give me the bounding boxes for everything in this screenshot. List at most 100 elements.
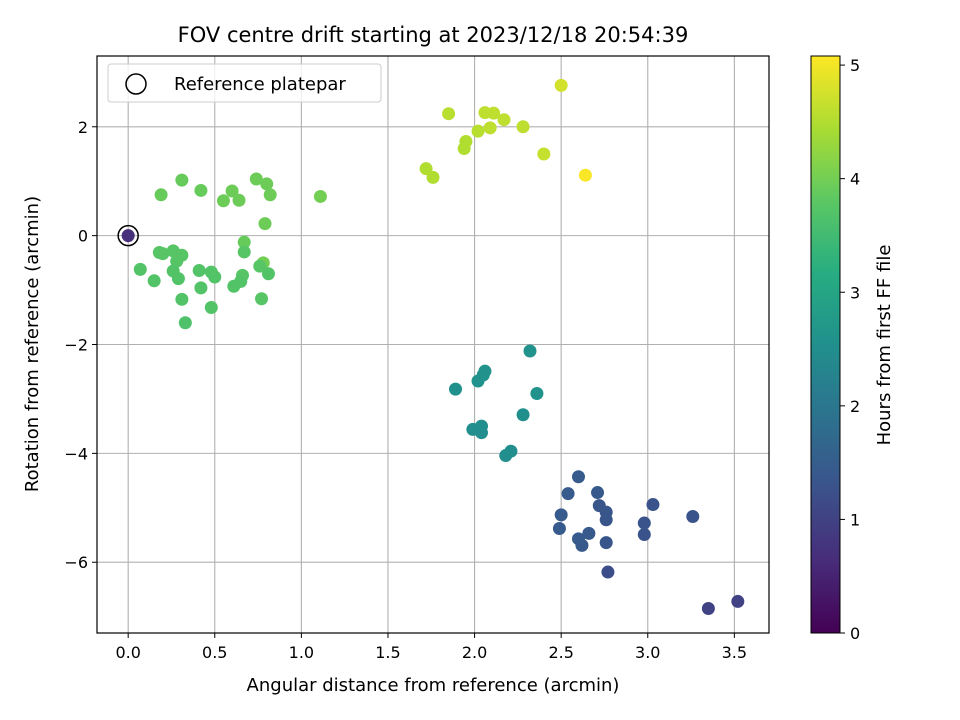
legend-label: Reference platepar [174, 74, 346, 95]
data-point [178, 316, 192, 330]
y-tick-label: −2 [64, 336, 88, 355]
colorbar-tick-label: 5 [850, 56, 860, 75]
data-point [483, 121, 497, 135]
data-point [637, 516, 651, 530]
data-point [175, 173, 189, 187]
data-point [249, 172, 263, 186]
data-point [263, 188, 277, 202]
y-tick-label: 0 [78, 227, 88, 246]
data-point [171, 272, 185, 286]
data-point [232, 193, 246, 207]
x-tick-label: 0.0 [115, 643, 140, 662]
data-point [516, 408, 530, 422]
data-point [554, 78, 568, 92]
legend: Reference platepar [107, 63, 382, 103]
data-point [121, 229, 135, 243]
data-point [592, 499, 606, 513]
data-point [601, 565, 615, 579]
data-point [216, 194, 230, 208]
data-point [731, 594, 745, 608]
data-point [571, 470, 585, 484]
data-point [637, 527, 651, 541]
data-point [552, 521, 566, 535]
data-point [313, 189, 327, 203]
x-tick-label: 3.5 [722, 643, 747, 662]
x-tick-label: 2.5 [548, 643, 573, 662]
data-point [537, 147, 551, 161]
data-point [419, 162, 433, 176]
data-point [258, 217, 272, 231]
colorbar-tick-label: 2 [850, 397, 860, 416]
y-axis-label: Rotation from reference (arcmin) [22, 196, 43, 492]
data-point [516, 120, 530, 134]
data-point [154, 188, 168, 202]
data-point [571, 532, 585, 546]
data-point [591, 486, 605, 500]
data-point [260, 177, 274, 191]
data-point [499, 449, 513, 463]
y-tick-label: 2 [78, 118, 88, 137]
data-points [121, 78, 745, 616]
data-point [578, 168, 592, 182]
data-point [156, 247, 170, 261]
data-point [133, 262, 147, 276]
reference-marker [117, 224, 139, 247]
data-point [227, 279, 241, 293]
colorbar-tick-label: 1 [850, 510, 860, 529]
data-point [426, 170, 440, 184]
data-point [237, 235, 251, 249]
data-point [599, 536, 613, 550]
data-point [261, 267, 275, 281]
x-tick-label: 3.0 [635, 643, 660, 662]
data-point [497, 113, 511, 127]
y-axis-ticks: −6 −4 −2 0 2 [64, 118, 97, 572]
chart-title: FOV centre drift starting at 2023/12/18 … [178, 23, 689, 47]
data-point [646, 498, 660, 512]
x-tick-label: 1.0 [289, 643, 314, 662]
data-point [442, 107, 456, 121]
data-point [582, 526, 596, 540]
colorbar-tick-label: 4 [850, 170, 860, 189]
data-point [225, 184, 239, 198]
colorbar-ticks: 0 1 2 3 4 5 [840, 56, 860, 643]
reference-platepar-marker [117, 224, 139, 247]
data-point [170, 254, 184, 268]
data-point [449, 382, 463, 396]
data-point [466, 422, 480, 436]
data-point [523, 344, 537, 358]
data-point [147, 274, 161, 288]
data-point [253, 259, 267, 273]
data-point [194, 281, 208, 295]
legend-marker [125, 73, 147, 95]
data-point [554, 508, 568, 522]
data-point [175, 292, 189, 306]
data-point [194, 183, 208, 197]
x-axis-ticks: 0.0 0.5 1.0 1.5 2.0 2.5 3.0 3.5 [115, 633, 747, 662]
colorbar-label: Hours from first FF file [874, 245, 895, 446]
data-point [530, 386, 544, 400]
data-point [561, 487, 575, 501]
colorbar-tick-label: 0 [850, 624, 860, 643]
data-point [686, 510, 700, 524]
x-tick-label: 0.5 [202, 643, 227, 662]
colorbar-gradient [810, 55, 841, 634]
y-tick-label: −4 [64, 444, 88, 463]
data-point [204, 300, 218, 314]
data-point [192, 263, 206, 277]
data-point [701, 602, 715, 616]
data-point [208, 270, 222, 284]
x-tick-label: 2.0 [462, 643, 487, 662]
x-tick-label: 1.5 [375, 643, 400, 662]
data-point [237, 245, 251, 259]
colorbar-tick-label: 3 [850, 283, 860, 302]
legend-box [107, 63, 382, 103]
data-point [166, 244, 180, 258]
data-point [457, 142, 471, 156]
grid-lines [97, 56, 769, 633]
data-point [255, 292, 269, 306]
data-point [478, 106, 492, 120]
x-axis-label: Angular distance from reference (arcmin) [247, 675, 620, 696]
data-point [471, 124, 485, 138]
data-point [471, 374, 485, 388]
